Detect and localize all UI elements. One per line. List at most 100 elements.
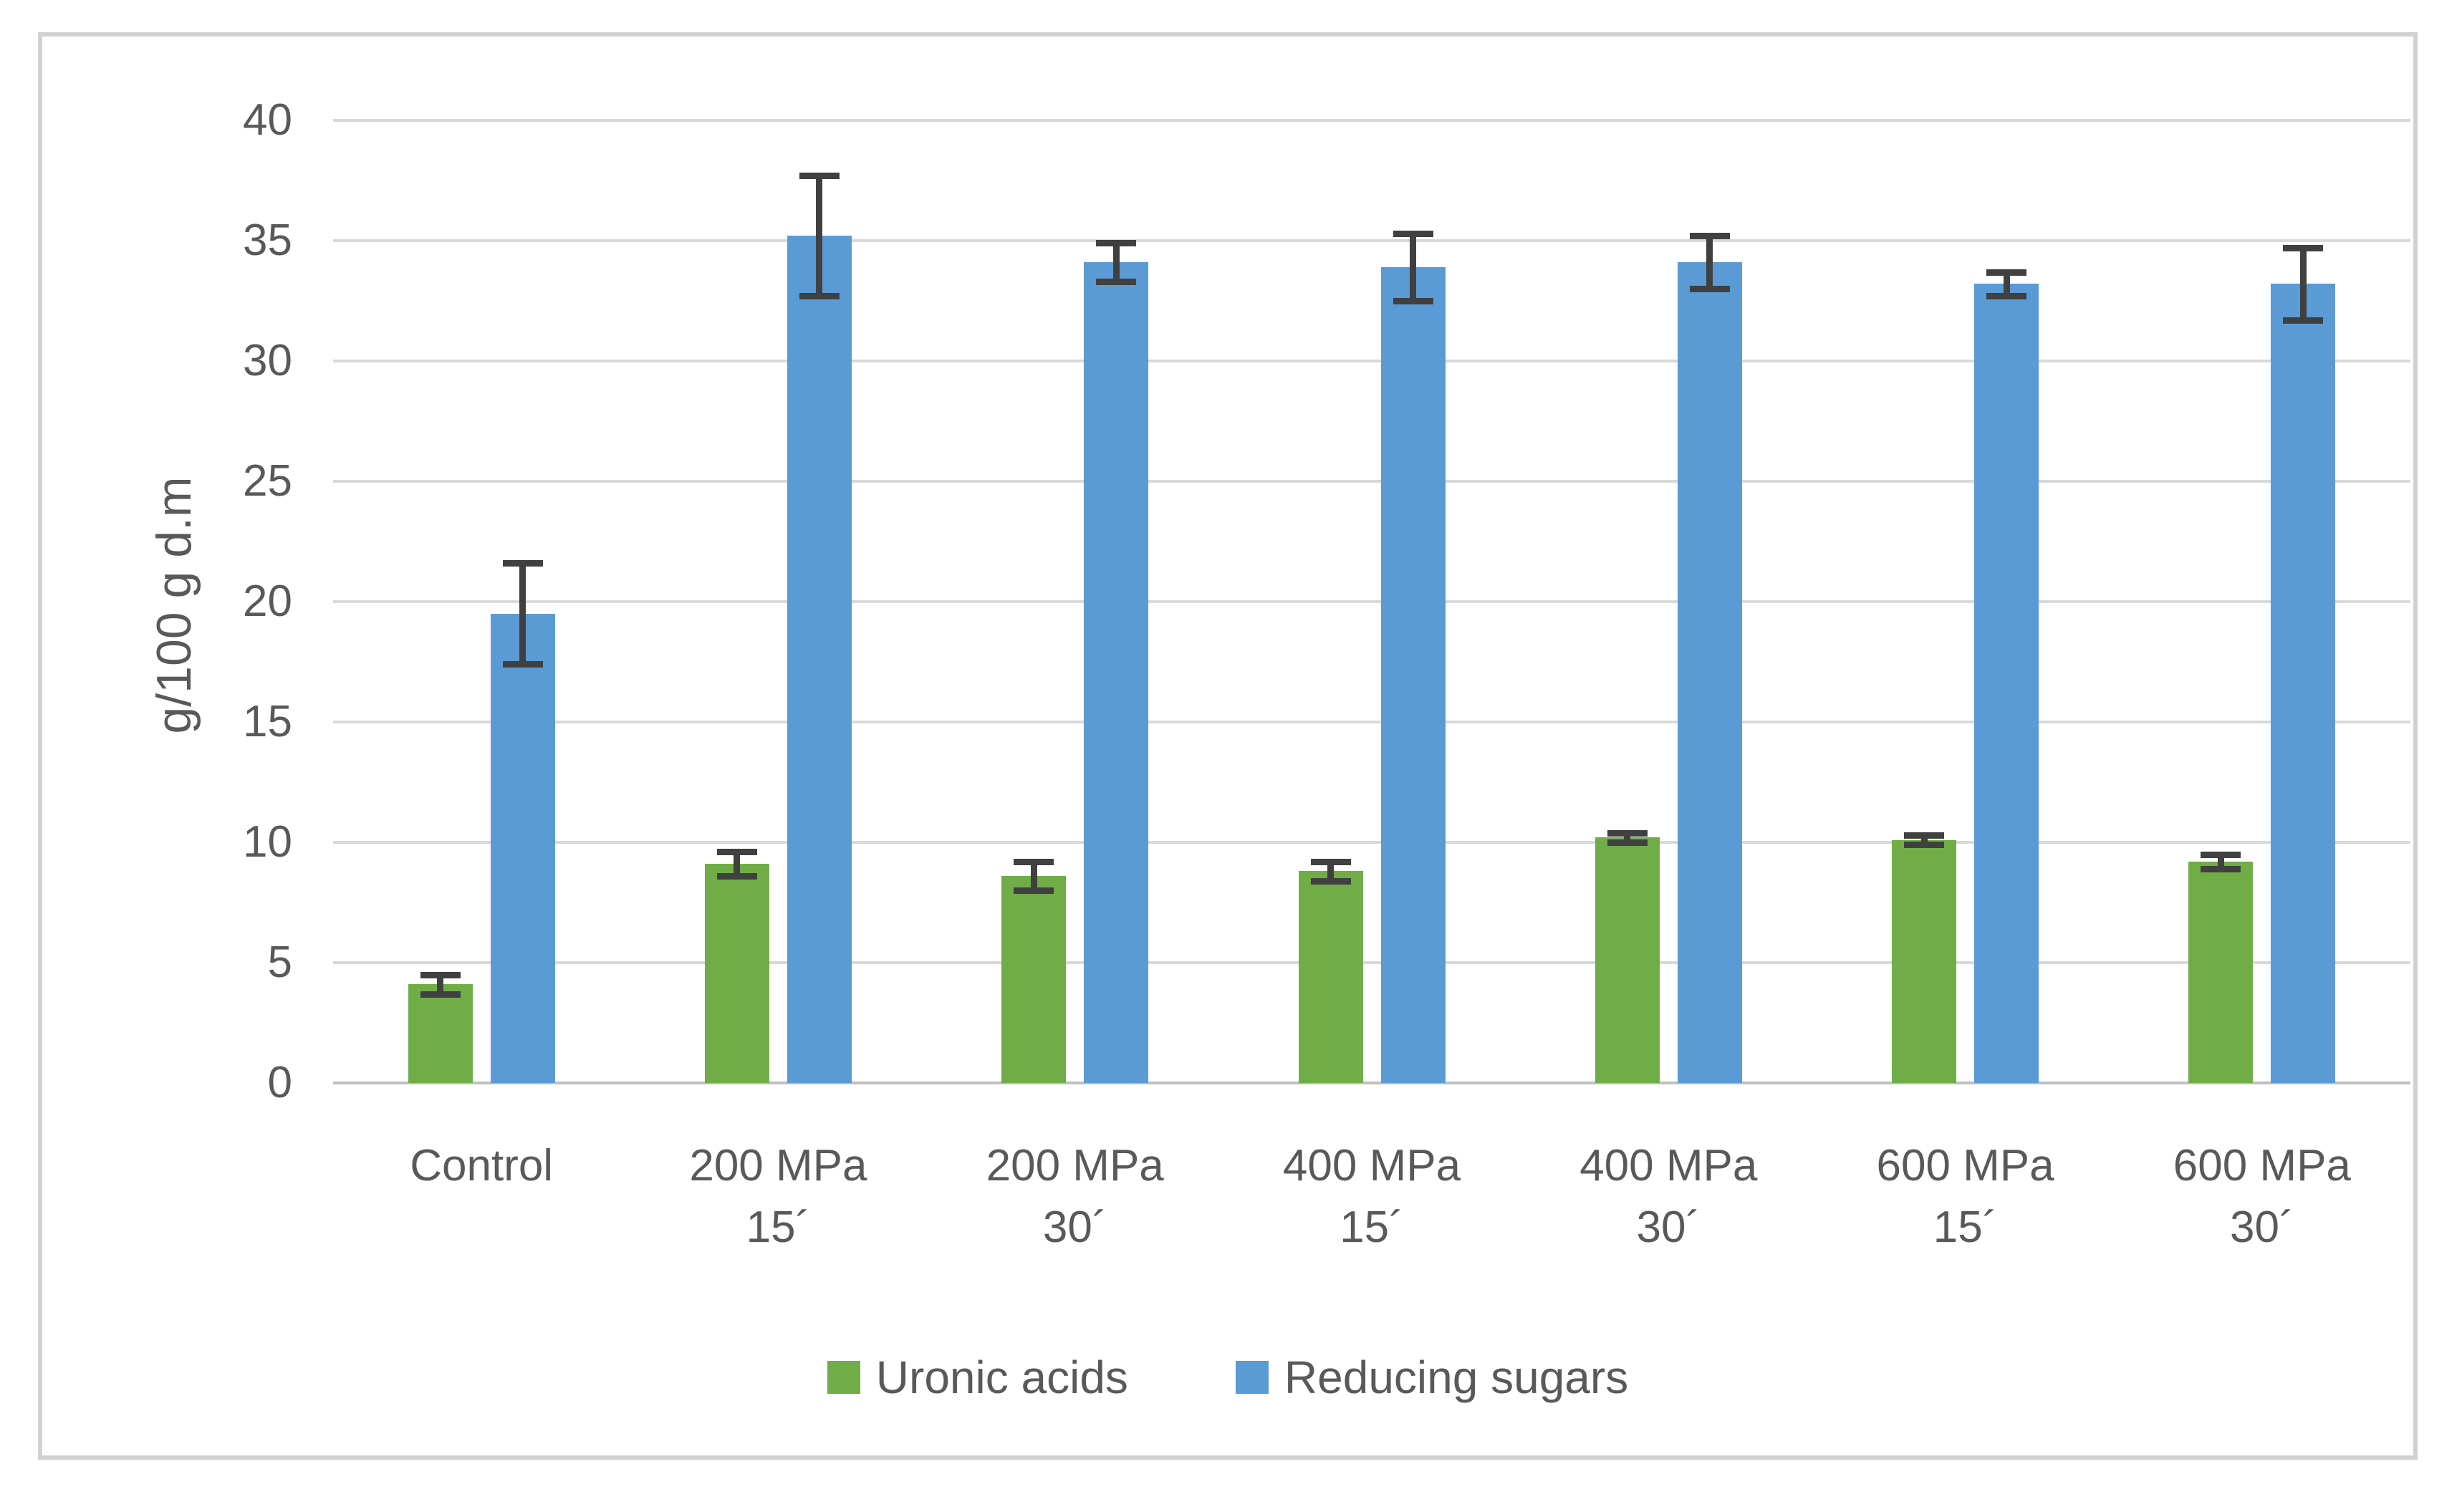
- y-tick-label: 25: [243, 456, 292, 506]
- category-label-line: Control: [410, 1141, 554, 1190]
- gridline: [333, 961, 2410, 964]
- gridline: [333, 721, 2410, 723]
- category-label-line: 15´: [1340, 1203, 1404, 1252]
- bar-uronic-acids: [1595, 837, 1660, 1083]
- bar-uronic-acids: [1001, 876, 1067, 1083]
- y-tick-label: 20: [243, 577, 292, 626]
- bar-reducing-sugars: [490, 613, 555, 1083]
- category-label-line: 600 MPa: [2173, 1141, 2351, 1190]
- error-bar-whisker: [1112, 243, 1120, 282]
- error-bar-whisker: [437, 974, 444, 994]
- error-bar-whisker: [2217, 854, 2224, 869]
- error-bar-cap: [1096, 240, 1137, 247]
- legend-swatch-reducing-sugars: [1235, 1361, 1269, 1394]
- error-bar-cap: [1904, 832, 1945, 839]
- category-label: 200 MPa 15´: [627, 1135, 928, 1258]
- error-bar-cap: [1689, 233, 1730, 240]
- category-label-line: 600 MPa: [1876, 1141, 2054, 1190]
- error-bar-cap: [1607, 839, 1648, 846]
- category-label-line: 15´: [746, 1203, 811, 1252]
- error-bar-whisker: [1920, 834, 1928, 845]
- legend: Uronic acids Reducing sugars: [38, 1352, 2418, 1402]
- bar-reducing-sugars: [1380, 266, 1446, 1083]
- bar-uronic-acids: [2188, 861, 2254, 1083]
- bar-uronic-acids: [408, 984, 473, 1083]
- error-bar-cap: [1689, 286, 1730, 293]
- gridline: [333, 841, 2410, 844]
- category-label-line: 15´: [1933, 1203, 1998, 1252]
- category-label-line: 200 MPa: [986, 1141, 1164, 1190]
- bar-uronic-acids: [1298, 871, 1363, 1083]
- category-label-line: 30´: [2230, 1203, 2294, 1252]
- y-tick-label: 40: [243, 95, 292, 145]
- bar-reducing-sugars: [1084, 262, 1149, 1083]
- gridline: [333, 360, 2410, 362]
- category-label: 200 MPa 30´: [925, 1135, 1226, 1258]
- error-bar-cap: [2283, 245, 2324, 252]
- error-bar-cap: [502, 560, 543, 567]
- error-bar-whisker: [734, 852, 741, 877]
- error-bar-cap: [2201, 865, 2241, 872]
- error-bar-whisker: [1624, 832, 1631, 842]
- error-bar-cap: [1310, 877, 1351, 885]
- legend-label: Uronic acids: [875, 1352, 1128, 1403]
- y-tick-label: 10: [243, 817, 292, 867]
- y-tick-label: 30: [243, 336, 292, 385]
- error-bar-cap: [1904, 842, 1945, 849]
- category-label-line: 200 MPa: [689, 1141, 867, 1190]
- error-bar-whisker: [519, 563, 526, 665]
- y-tick-label: 5: [267, 938, 292, 987]
- error-bar-cap: [1986, 269, 2027, 276]
- bar-uronic-acids: [704, 864, 769, 1083]
- error-bar-cap: [1393, 298, 1433, 304]
- bar-reducing-sugars: [1677, 262, 1742, 1083]
- error-bar-cap: [2283, 317, 2324, 324]
- gridline: [333, 1082, 2410, 1084]
- error-bar-whisker: [1410, 233, 1416, 301]
- category-label: 600 MPa 15´: [1815, 1135, 2116, 1258]
- error-bar-cap: [1310, 858, 1351, 865]
- category-label: Control: [331, 1135, 632, 1197]
- bar-reducing-sugars: [1974, 284, 2039, 1083]
- error-bar-cap: [420, 971, 461, 978]
- legend-item-reducing-sugars: Reducing sugars: [1235, 1352, 1629, 1403]
- bar-reducing-sugars: [2271, 284, 2336, 1083]
- error-bar-cap: [1986, 293, 2027, 300]
- category-label-line: 30´: [1042, 1203, 1107, 1252]
- error-bar-cap: [502, 661, 543, 668]
- error-bar-cap: [1096, 279, 1137, 286]
- gridline: [333, 480, 2410, 483]
- error-bar-whisker: [2003, 271, 2010, 297]
- gridline: [333, 119, 2410, 122]
- error-bar-cap: [1607, 829, 1648, 837]
- y-tick-label: 0: [267, 1058, 292, 1107]
- y-tick-label: 15: [243, 697, 292, 746]
- category-label: 600 MPa 30´: [2112, 1135, 2413, 1258]
- error-bar-cap: [420, 991, 461, 998]
- error-bar-whisker: [2299, 248, 2307, 320]
- gridline: [333, 239, 2410, 242]
- error-bar-whisker: [816, 175, 823, 297]
- category-label: 400 MPa 15´: [1221, 1135, 1522, 1258]
- error-bar-cap: [799, 293, 840, 300]
- legend-item-uronic-acids: Uronic acids: [827, 1352, 1128, 1402]
- gridline: [333, 600, 2410, 603]
- legend-label: Reducing sugars: [1284, 1352, 1629, 1403]
- category-label-line: 400 MPa: [1282, 1141, 1461, 1190]
- bar-reducing-sugars: [787, 236, 852, 1083]
- category-label: 400 MPa 30´: [1518, 1135, 1819, 1258]
- error-bar-cap: [1014, 887, 1054, 895]
- error-bar-whisker: [1327, 861, 1334, 881]
- error-bar-whisker: [1030, 861, 1037, 891]
- error-bar-whisker: [1706, 236, 1713, 289]
- category-label-line: 400 MPa: [1579, 1141, 1758, 1190]
- error-bar-cap: [799, 173, 840, 180]
- legend-swatch-uronic-acids: [827, 1361, 860, 1394]
- error-bar-cap: [1393, 230, 1433, 237]
- bar-uronic-acids: [1892, 839, 1957, 1083]
- error-bar-cap: [2201, 851, 2241, 858]
- error-bar-cap: [716, 873, 757, 880]
- error-bar-cap: [1014, 858, 1054, 865]
- category-label-line: 30´: [1636, 1203, 1701, 1252]
